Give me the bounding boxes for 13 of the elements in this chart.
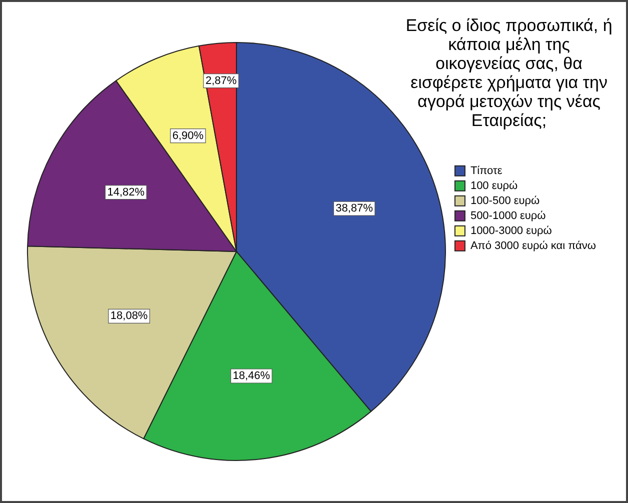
legend-label: 1000-3000 ευρώ — [470, 224, 552, 237]
text: Εσείς ο ίδιος προσωπικά, ή κάποια μέλη της οικογενείας σας, θα εισφέρετε χρήματα για την αγορά μετοχών της νέας Εταιρείας; — [404, 16, 614, 130]
legend-label: 100-500 ευρώ — [470, 194, 540, 207]
legend-label: 500-1000 ευρώ — [470, 210, 546, 222]
legend-label: Τίποτε — [470, 164, 502, 177]
data-label: 2,87% — [205, 74, 237, 87]
legend-label: 100 ευρώ — [470, 180, 518, 192]
data-label: 38,87% — [336, 202, 374, 215]
data-label: 14,82% — [107, 186, 145, 198]
data-label: 18,08% — [110, 310, 148, 322]
legend-label: Από 3000 ευρώ και πάνω — [470, 240, 596, 252]
data-label: 18,46% — [232, 370, 270, 382]
data-label: 6,90% — [172, 130, 204, 142]
